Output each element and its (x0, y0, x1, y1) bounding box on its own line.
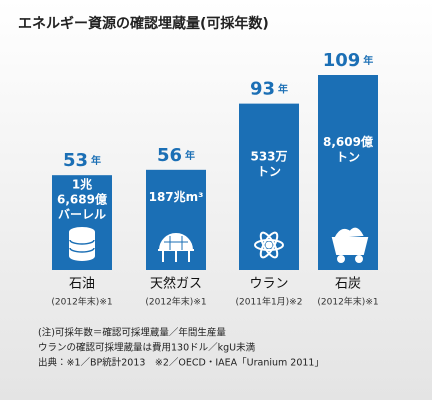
value-number: 109 (323, 50, 361, 71)
value-number: 93 (250, 79, 275, 100)
reserve-label: 187兆m³ (149, 189, 204, 204)
chart-title: エネルギー資源の確認埋蔵量(可採年数) (18, 15, 269, 32)
footnote: 出典：※1／BP統計2013 ※2／OECD・IAEA「Uranium 2011… (38, 357, 324, 369)
reserve-label: 1兆 (72, 177, 92, 192)
category-label: 天然ガス (150, 276, 202, 292)
uranium-atom-icon (254, 231, 284, 259)
footnote: ウランの確認可採埋蔵量は費用130ドル／kgU未満 (38, 342, 256, 354)
value-label: 53 年 (63, 150, 101, 171)
reserve-label: トン (257, 164, 281, 178)
source-label: (2012年末)※1 (51, 296, 112, 308)
source-label: (2012年末)※1 (145, 296, 206, 308)
value-label: 93 年 (250, 79, 288, 100)
reserve-label: 533万 (250, 149, 287, 163)
category-label: 石炭 (335, 276, 361, 292)
footnote: (注)可採年数＝確認可採埋蔵量／年間生産量 (38, 327, 226, 339)
value-label: 56 年 (157, 145, 195, 166)
reserve-label: 8,609億 (323, 134, 373, 149)
reserve-label: バーレル (58, 208, 106, 222)
source-label: (2012年末)※1 (317, 296, 378, 308)
value-number: 56 (157, 145, 182, 166)
value-unit: 年 (363, 54, 373, 67)
value-unit: 年 (278, 83, 288, 96)
coal-cart-icon (331, 227, 369, 263)
category-label: ウラン (249, 277, 288, 292)
value-unit: 年 (185, 149, 195, 162)
oil-barrel-icon (69, 227, 95, 261)
value-label: 109 年 (323, 50, 374, 71)
source-label: (2011年1月)※2 (236, 296, 303, 308)
value-unit: 年 (91, 154, 101, 167)
value-number: 53 (63, 150, 88, 171)
gas-tank-icon (158, 233, 194, 262)
reserve-label: 6,689億 (57, 192, 107, 207)
category-label: 石油 (69, 277, 95, 292)
icons (69, 227, 369, 263)
reserve-label: トン (336, 150, 360, 164)
